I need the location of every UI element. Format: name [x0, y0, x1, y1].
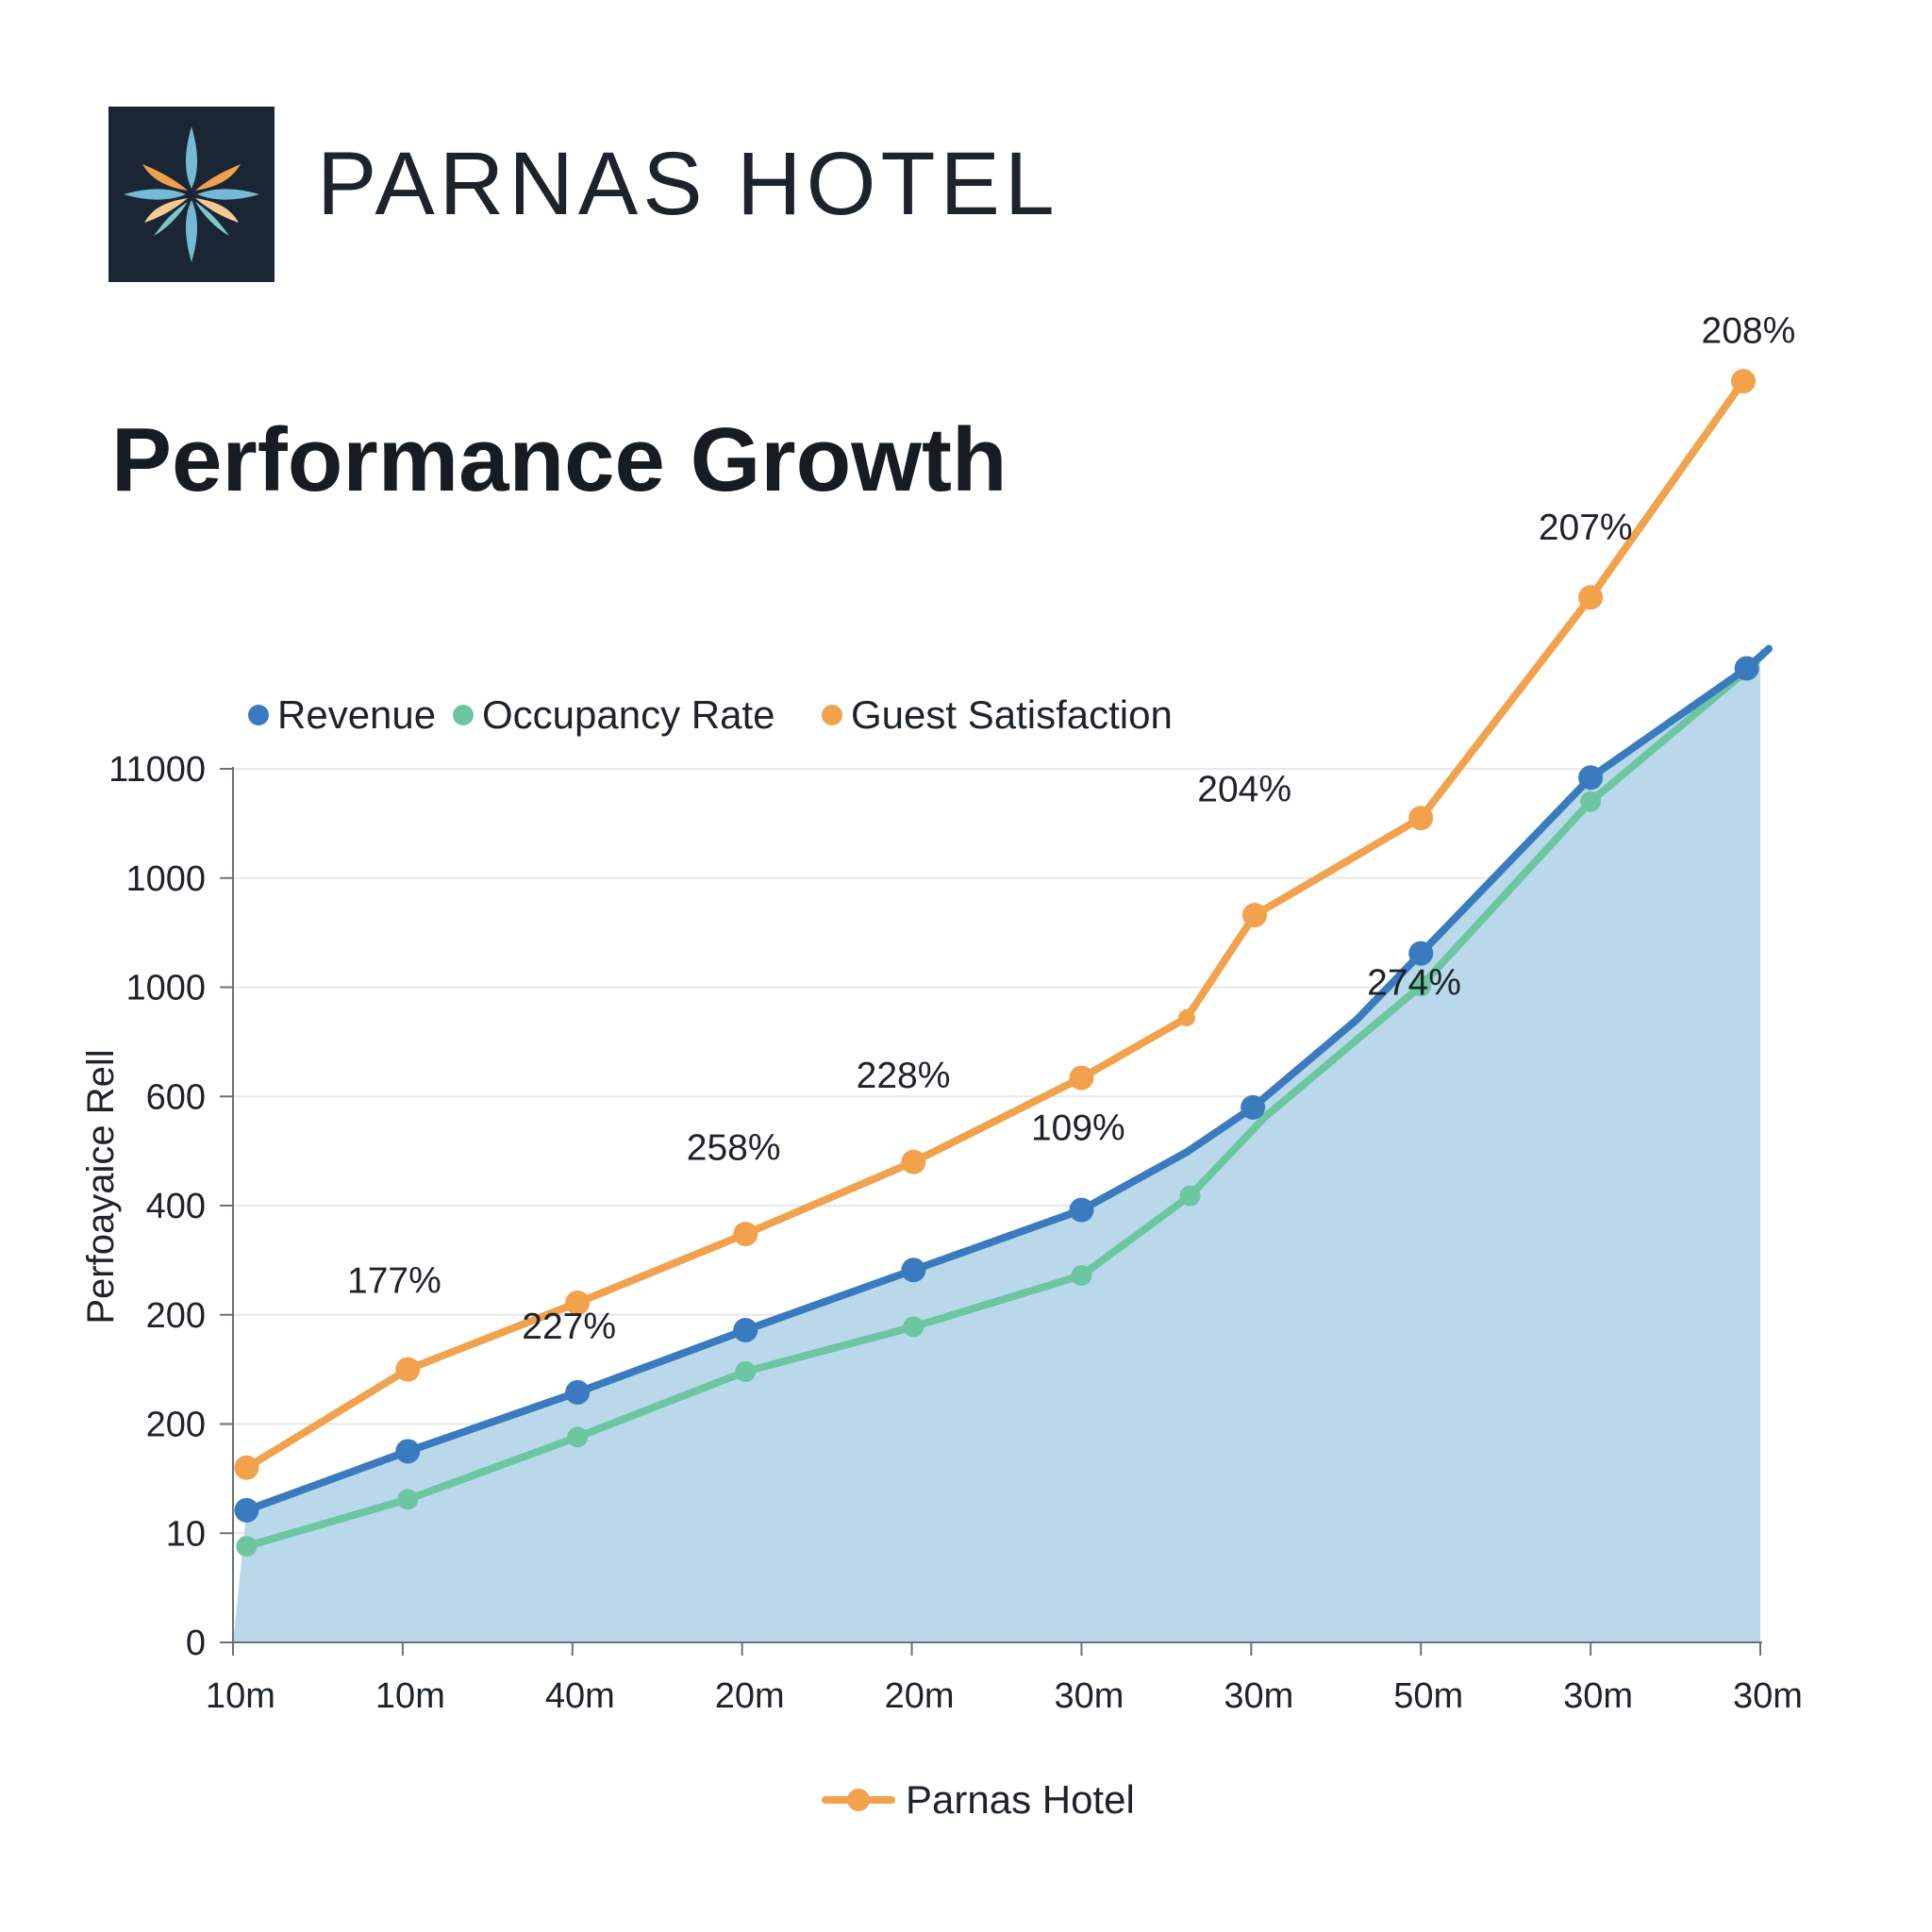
- y-tick-label: 0: [186, 1624, 206, 1663]
- y-tick-label: 600: [146, 1077, 206, 1117]
- legend: Revenue Occupancy Rate Guest Satisfaction P…: [248, 692, 1173, 1822]
- revenue-point: [1578, 765, 1604, 791]
- data-label: 208%: [1702, 311, 1796, 352]
- data-label: 227%: [522, 1307, 616, 1347]
- guest-satisfaction-point: [1408, 806, 1434, 831]
- x-tick-label: 20m: [715, 1676, 785, 1716]
- guest-satisfaction-point: [901, 1149, 926, 1174]
- occupancy-rate-point: [735, 1360, 757, 1382]
- footer-legend-label: Parnas Hotel: [906, 1777, 1135, 1822]
- occupancy-rate-point: [397, 1489, 419, 1510]
- guest-satisfaction-point: [565, 1291, 591, 1316]
- revenue-point: [234, 1497, 259, 1523]
- y-tick-label: 10: [166, 1514, 206, 1554]
- axes: 0 10 200 200 400 600 1000 1000 11000 10m 10m 40m 20m…: [108, 750, 1803, 1716]
- brand-name: PARNAS HOTEL: [317, 134, 1059, 234]
- occupancy-rate-point: [1580, 791, 1602, 812]
- series-lines: [234, 369, 1773, 1557]
- occupancy-rate-point: [1179, 1185, 1201, 1207]
- data-label: 228%: [857, 1056, 951, 1096]
- legend-label-occupancy-rate: Occupancy Rate: [482, 692, 775, 737]
- y-tick-label: 200: [146, 1406, 206, 1445]
- x-tick-label: 10m: [206, 1676, 275, 1716]
- data-label: 258%: [687, 1127, 781, 1168]
- brand-logo: [108, 107, 275, 282]
- occupancy-rate-point: [567, 1426, 589, 1448]
- revenue-point: [733, 1317, 758, 1342]
- legend-marker-revenue: [248, 705, 269, 725]
- y-tick-label: 1000: [125, 859, 206, 899]
- occupancy-rate-point: [903, 1316, 924, 1338]
- guest-satisfaction-point: [1578, 585, 1604, 610]
- x-tick-label: 10m: [375, 1676, 445, 1716]
- x-tick-label: 50m: [1393, 1676, 1463, 1716]
- revenue-area: [233, 648, 1769, 1642]
- y-tick-label: 1000: [125, 969, 206, 1008]
- y-axis-title: Perfoayaice Rell: [80, 1049, 122, 1324]
- revenue-point: [1734, 656, 1759, 681]
- data-labels: 177% 227% 258% 228% 109% 204% 274% 207% 208%: [347, 311, 1795, 1348]
- revenue-area-fill: [233, 648, 1769, 1642]
- revenue-point: [565, 1379, 591, 1405]
- legend-marker-guest-satisfaction: [822, 705, 842, 725]
- star-flower-logo-icon: [124, 126, 259, 262]
- data-label: 204%: [1197, 770, 1291, 810]
- x-tick-label: 40m: [545, 1676, 615, 1716]
- legend-label-revenue: Revenue: [277, 692, 436, 737]
- guest-satisfaction-point: [733, 1222, 758, 1247]
- revenue-point: [395, 1439, 421, 1464]
- data-label: 177%: [347, 1261, 441, 1302]
- occupancy-rate-point: [236, 1536, 258, 1557]
- x-tick-label: 20m: [885, 1676, 955, 1716]
- revenue-point: [1408, 941, 1434, 966]
- chart-title: Performance Growth: [111, 409, 1008, 510]
- guest-satisfaction-point: [395, 1357, 421, 1382]
- revenue-point: [1241, 1094, 1266, 1120]
- guest-satisfaction-point: [1731, 369, 1757, 394]
- y-tick-label: 200: [146, 1296, 206, 1336]
- guest-satisfaction-point: [1241, 903, 1267, 928]
- data-label: 109%: [1031, 1108, 1125, 1149]
- guest-satisfaction-point: [234, 1455, 259, 1480]
- occupancy-rate-point: [1071, 1265, 1092, 1287]
- occupancy-rate-point: [1410, 975, 1432, 997]
- x-tick-label: 30m: [1733, 1676, 1803, 1716]
- guest-satisfaction-point: [1069, 1065, 1094, 1091]
- legend-label-guest-satisfaction: Guest Satisfaction: [851, 692, 1173, 737]
- x-tick-label: 30m: [1563, 1676, 1633, 1716]
- data-label: 274%: [1367, 963, 1461, 1004]
- footer-legend-marker: [847, 1789, 870, 1811]
- revenue-point: [901, 1257, 926, 1283]
- x-tick-label: 30m: [1054, 1676, 1124, 1716]
- revenue-point: [1069, 1197, 1094, 1223]
- x-tick-label: 30m: [1224, 1676, 1293, 1716]
- guest-satisfaction-point: [1177, 1008, 1195, 1026]
- legend-marker-occupancy-rate: [453, 705, 474, 725]
- y-tick-label: 400: [146, 1187, 206, 1226]
- data-label: 207%: [1539, 508, 1633, 548]
- y-tick-label: 11000: [108, 750, 206, 790]
